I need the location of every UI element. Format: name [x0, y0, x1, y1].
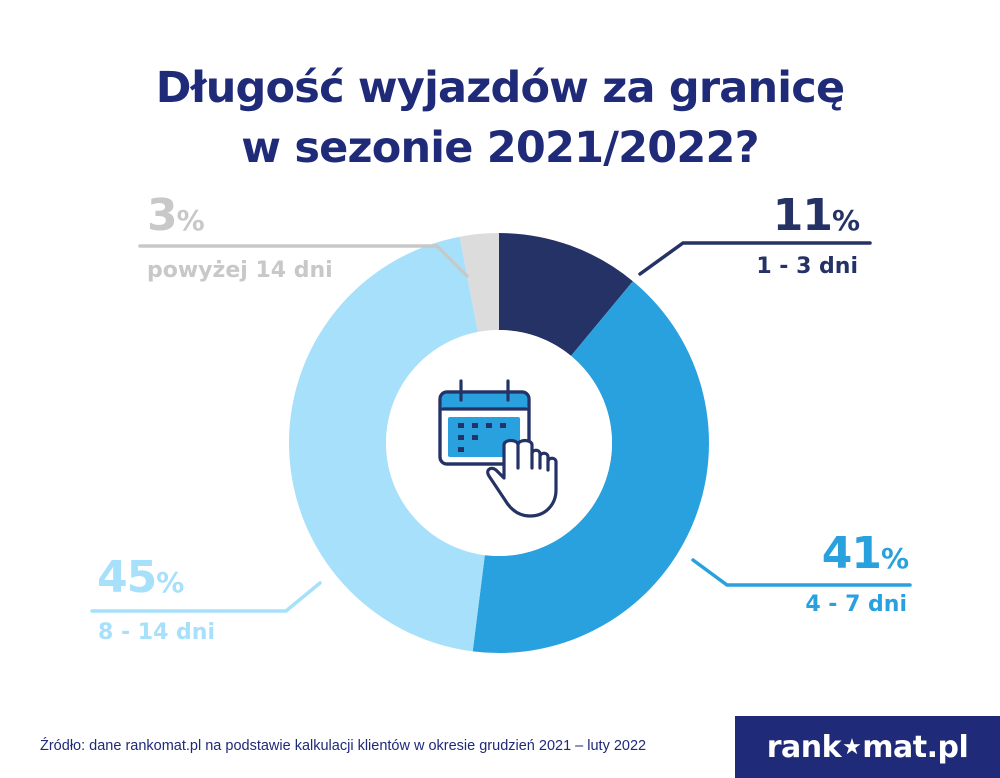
- star-in-o-icon: ★: [842, 734, 862, 760]
- value-label-1-3-dni: 11%: [773, 190, 860, 241]
- donut-chart: [90, 233, 912, 654]
- value-number: 41: [821, 528, 882, 579]
- calendar-hand-icon: [438, 379, 558, 518]
- title-line-2: w sezonie 2021/2022?: [241, 123, 759, 173]
- category-label-powyzej-14-dni: powyżej 14 dni: [147, 258, 333, 283]
- leader-line-1-3-dni: [638, 241, 872, 276]
- value-unit: %: [880, 542, 909, 575]
- slice-powyzej-14-dni: [459, 233, 499, 333]
- category-label-1-3-dni: 1 - 3 dni: [756, 254, 858, 279]
- value-unit: %: [831, 204, 860, 237]
- brand-logo: rank ★ mat.pl: [735, 716, 1000, 778]
- brand-text-end: mat.pl: [862, 729, 969, 765]
- source-note: Źródło: dane rankomat.pl na podstawie ka…: [40, 738, 647, 754]
- leader-line-powyzej-14-dni: [138, 244, 469, 278]
- value-label-4-7-dni: 41%: [822, 528, 909, 579]
- value-number: 45: [97, 552, 157, 603]
- title-line-1: Długość wyjazdów za granicę: [155, 63, 845, 113]
- value-label-powyzej-14-dni: 3%: [147, 190, 205, 241]
- value-label-8-14-dni: 45%: [97, 552, 184, 603]
- page-title: Długość wyjazdów za granicę w sezonie 20…: [0, 58, 1000, 178]
- leader-line-8-14-dni: [90, 581, 322, 613]
- slice-1-3-dni: [499, 233, 633, 356]
- category-label-4-7-dni: 4 - 7 dni: [805, 592, 907, 617]
- value-number: 11: [772, 190, 833, 241]
- brand-text-start: rank: [766, 729, 842, 765]
- slice-8-14-dni: [288, 236, 485, 652]
- category-label-8-14-dni: 8 - 14 dni: [98, 620, 215, 645]
- value-unit: %: [156, 566, 185, 599]
- leader-line-4-7-dni: [691, 558, 912, 587]
- value-unit: %: [176, 204, 205, 237]
- value-number: 3: [147, 190, 178, 241]
- slice-4-7-dni: [472, 281, 709, 654]
